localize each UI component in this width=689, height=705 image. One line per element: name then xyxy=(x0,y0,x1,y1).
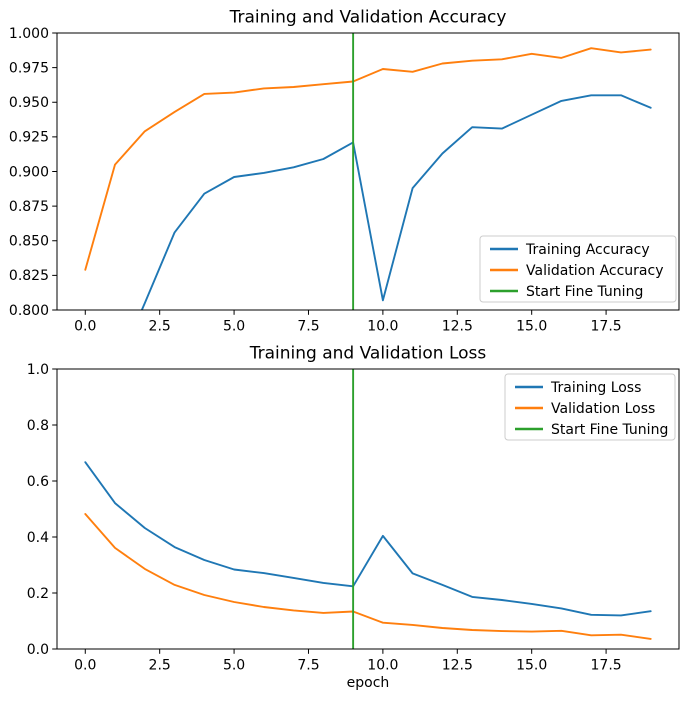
training-accuracy-line xyxy=(140,94,652,310)
x-tick-label: 5.0 xyxy=(223,658,245,674)
y-tick-label: 0.6 xyxy=(27,474,49,490)
x-tick-label: 15.0 xyxy=(516,658,547,674)
x-axis-label: epoch xyxy=(347,675,390,691)
legend-label: Validation Accuracy xyxy=(526,263,664,279)
legend-label: Start Fine Tuning xyxy=(526,284,643,300)
x-tick-label: 15.0 xyxy=(516,319,547,335)
legend-label: Training Accuracy xyxy=(525,242,650,258)
x-tick-label: 12.5 xyxy=(442,319,473,335)
legend-label: Training Loss xyxy=(550,380,641,396)
x-tick-label: 7.5 xyxy=(297,658,319,674)
x-tick-label: 10.0 xyxy=(367,658,398,674)
y-tick-label: 0.2 xyxy=(27,586,49,602)
chart-title: Training and Validation Loss xyxy=(249,344,487,364)
x-tick-label: 10.0 xyxy=(367,319,398,335)
series-group xyxy=(84,461,652,640)
x-tick-label: 17.5 xyxy=(591,658,622,674)
y-tick-label: 0.800 xyxy=(9,303,49,319)
y-tick-label: 1.0 xyxy=(27,362,49,378)
y-tick-label: 1.000 xyxy=(9,26,49,42)
validation-loss-line xyxy=(84,513,652,640)
y-tick-label: 0.4 xyxy=(27,530,49,546)
legend-item-start-fine-tuning: Start Fine Tuning xyxy=(490,284,643,300)
legend-box xyxy=(479,235,677,303)
x-tick-label: 0.0 xyxy=(74,319,96,335)
y-tick-label: 0.925 xyxy=(9,130,49,146)
training-loss-line xyxy=(84,461,652,617)
legend-label: Start Fine Tuning xyxy=(551,422,668,438)
legend: Training Accuracy Validation Accuracy Star… xyxy=(479,235,677,303)
y-tick-label: 0.850 xyxy=(9,234,49,250)
legend: Training Loss Validation Loss Start Fine T… xyxy=(504,373,676,441)
y-tick-label: 0.900 xyxy=(9,164,49,180)
training-and-validation-accuracy-chart: 0.0 2.5 5.0 7.5 10.0 12.5 15.0 17.5 0.800 0.825 0.… xyxy=(9,8,680,335)
legend-item-validation-accuracy: Validation Accuracy xyxy=(490,263,664,279)
validation-accuracy-line xyxy=(84,47,652,271)
chart-title: Training and Validation Accuracy xyxy=(229,8,507,28)
legend-item-training-accuracy: Training Accuracy xyxy=(490,242,650,258)
series-group xyxy=(84,47,652,310)
training-and-validation-loss-chart: 0.0 2.5 5.0 7.5 10.0 12.5 15.0 17.5 0.0 0.2 0.4 0.6… xyxy=(27,344,680,691)
y-tick-label: 0.825 xyxy=(9,268,49,284)
x-tick-label: 2.5 xyxy=(149,658,171,674)
y-tick-label: 0.875 xyxy=(9,199,49,215)
x-tick-label: 0.0 xyxy=(74,658,96,674)
y-tick-label: 0.975 xyxy=(9,60,49,76)
legend-item-training-loss: Training Loss xyxy=(515,380,641,396)
legend-item-start-fine-tuning: Start Fine Tuning xyxy=(515,422,668,438)
x-tick-label: 17.5 xyxy=(591,319,622,335)
x-tick-label: 2.5 xyxy=(149,319,171,335)
y-tick-label: 0.0 xyxy=(27,642,49,658)
legend-item-validation-loss: Validation Loss xyxy=(515,401,655,417)
legend-box xyxy=(504,373,676,441)
y-tick-label: 0.8 xyxy=(27,418,49,434)
y-tick-label: 0.950 xyxy=(9,95,49,111)
x-tick-label: 12.5 xyxy=(442,658,473,674)
x-tick-label: 7.5 xyxy=(297,319,319,335)
axes-frame xyxy=(56,368,680,650)
x-tick-label: 5.0 xyxy=(223,319,245,335)
legend-label: Validation Loss xyxy=(551,401,655,417)
